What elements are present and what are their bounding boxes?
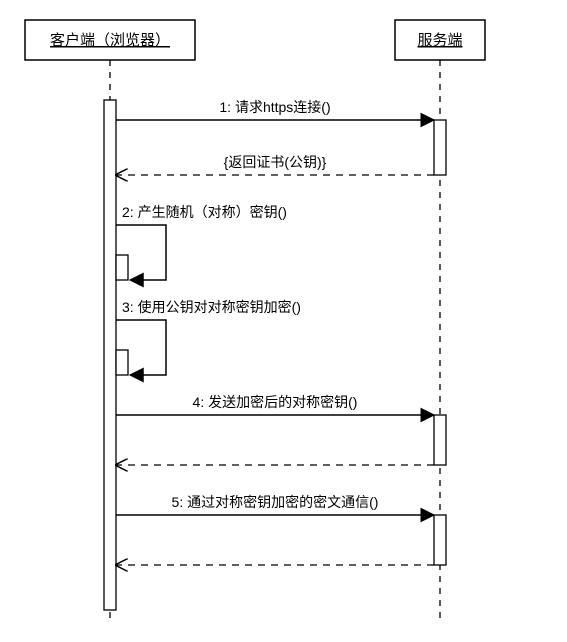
sequence-diagram: 客户端（浏览器） 服务端 1: 请求https连接() {返回证书(公钥)} 2: 产生… xyxy=(0,0,567,642)
message-r1-label: {返回证书(公钥)} xyxy=(224,154,327,170)
activation-client-self-1 xyxy=(116,350,128,375)
message-m5-label: 5: 通过对称密钥加密的密文通信() xyxy=(172,494,379,510)
participant-server-label: 服务端 xyxy=(417,32,462,49)
activation-server-0 xyxy=(434,120,446,175)
activation-server-1 xyxy=(434,415,446,465)
message-m1-label: 1: 请求https连接() xyxy=(219,99,330,115)
message-m4-label: 4: 发送加密后的对称密钥() xyxy=(193,394,358,410)
activation-client xyxy=(104,100,116,610)
message-m3-label: 3: 使用公钥对对称密钥加密() xyxy=(122,299,301,315)
activation-server-2 xyxy=(434,515,446,565)
participant-client-label: 客户端（浏览器） xyxy=(50,32,170,49)
message-m2-label: 2: 产生随机（对称）密钥() xyxy=(122,204,287,220)
activation-client-self-0 xyxy=(116,255,128,280)
